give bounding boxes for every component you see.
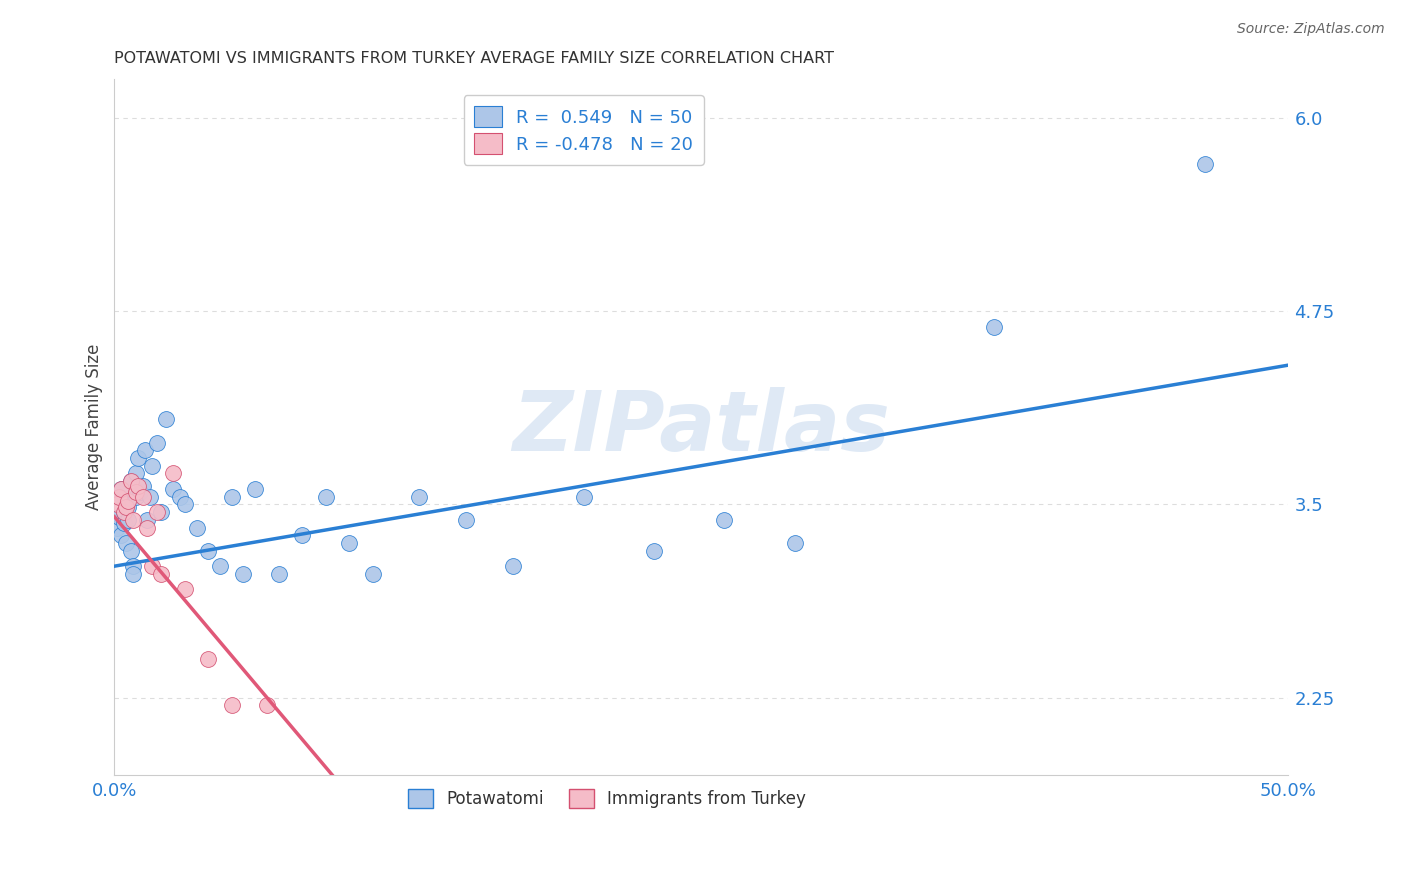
Point xyxy=(173,497,195,511)
Point xyxy=(141,458,163,473)
Point xyxy=(162,467,184,481)
Point xyxy=(169,490,191,504)
Point xyxy=(361,566,384,581)
Point xyxy=(110,482,132,496)
Point xyxy=(783,536,806,550)
Point xyxy=(112,505,135,519)
Point xyxy=(108,490,131,504)
Point xyxy=(122,559,145,574)
Point xyxy=(245,482,267,496)
Point xyxy=(136,513,159,527)
Point xyxy=(115,500,138,515)
Point xyxy=(112,516,135,530)
Legend: Potawatomi, Immigrants from Turkey: Potawatomi, Immigrants from Turkey xyxy=(402,782,813,815)
Point xyxy=(197,652,219,666)
Y-axis label: Average Family Size: Average Family Size xyxy=(86,344,103,510)
Point xyxy=(150,566,173,581)
Point xyxy=(131,490,153,504)
Point xyxy=(643,543,665,558)
Point xyxy=(108,490,131,504)
Point xyxy=(105,520,128,534)
Point xyxy=(122,513,145,527)
Point xyxy=(291,528,314,542)
Point xyxy=(120,474,142,488)
Point xyxy=(315,490,337,504)
Point xyxy=(456,513,478,527)
Point xyxy=(136,520,159,534)
Point xyxy=(208,559,231,574)
Point xyxy=(141,559,163,574)
Point xyxy=(127,479,149,493)
Point xyxy=(122,566,145,581)
Point xyxy=(232,566,254,581)
Point xyxy=(150,505,173,519)
Point xyxy=(134,443,156,458)
Point xyxy=(129,485,152,500)
Point xyxy=(131,479,153,493)
Point xyxy=(124,467,146,481)
Point xyxy=(120,543,142,558)
Point xyxy=(115,497,138,511)
Point xyxy=(145,435,167,450)
Point xyxy=(155,412,177,426)
Point xyxy=(124,490,146,504)
Point xyxy=(502,559,524,574)
Point xyxy=(1194,157,1216,171)
Point xyxy=(110,482,132,496)
Point xyxy=(145,505,167,519)
Point xyxy=(983,319,1005,334)
Text: POTAWATOMI VS IMMIGRANTS FROM TURKEY AVERAGE FAMILY SIZE CORRELATION CHART: POTAWATOMI VS IMMIGRANTS FROM TURKEY AVE… xyxy=(114,51,834,66)
Point xyxy=(127,450,149,465)
Point xyxy=(112,505,135,519)
Point xyxy=(713,513,735,527)
Point xyxy=(221,698,243,713)
Text: ZIPatlas: ZIPatlas xyxy=(512,386,890,467)
Point xyxy=(117,494,139,508)
Point xyxy=(173,582,195,597)
Point xyxy=(197,543,219,558)
Point xyxy=(117,513,139,527)
Point xyxy=(108,509,131,524)
Text: Source: ZipAtlas.com: Source: ZipAtlas.com xyxy=(1237,22,1385,37)
Point xyxy=(221,490,243,504)
Point xyxy=(117,500,139,515)
Point xyxy=(572,490,595,504)
Point xyxy=(138,490,160,504)
Point xyxy=(110,528,132,542)
Point xyxy=(115,536,138,550)
Point xyxy=(124,485,146,500)
Point xyxy=(267,566,290,581)
Point xyxy=(256,698,278,713)
Point xyxy=(186,520,208,534)
Point xyxy=(120,474,142,488)
Point xyxy=(408,490,430,504)
Point xyxy=(162,482,184,496)
Point xyxy=(337,536,360,550)
Point xyxy=(105,497,128,511)
